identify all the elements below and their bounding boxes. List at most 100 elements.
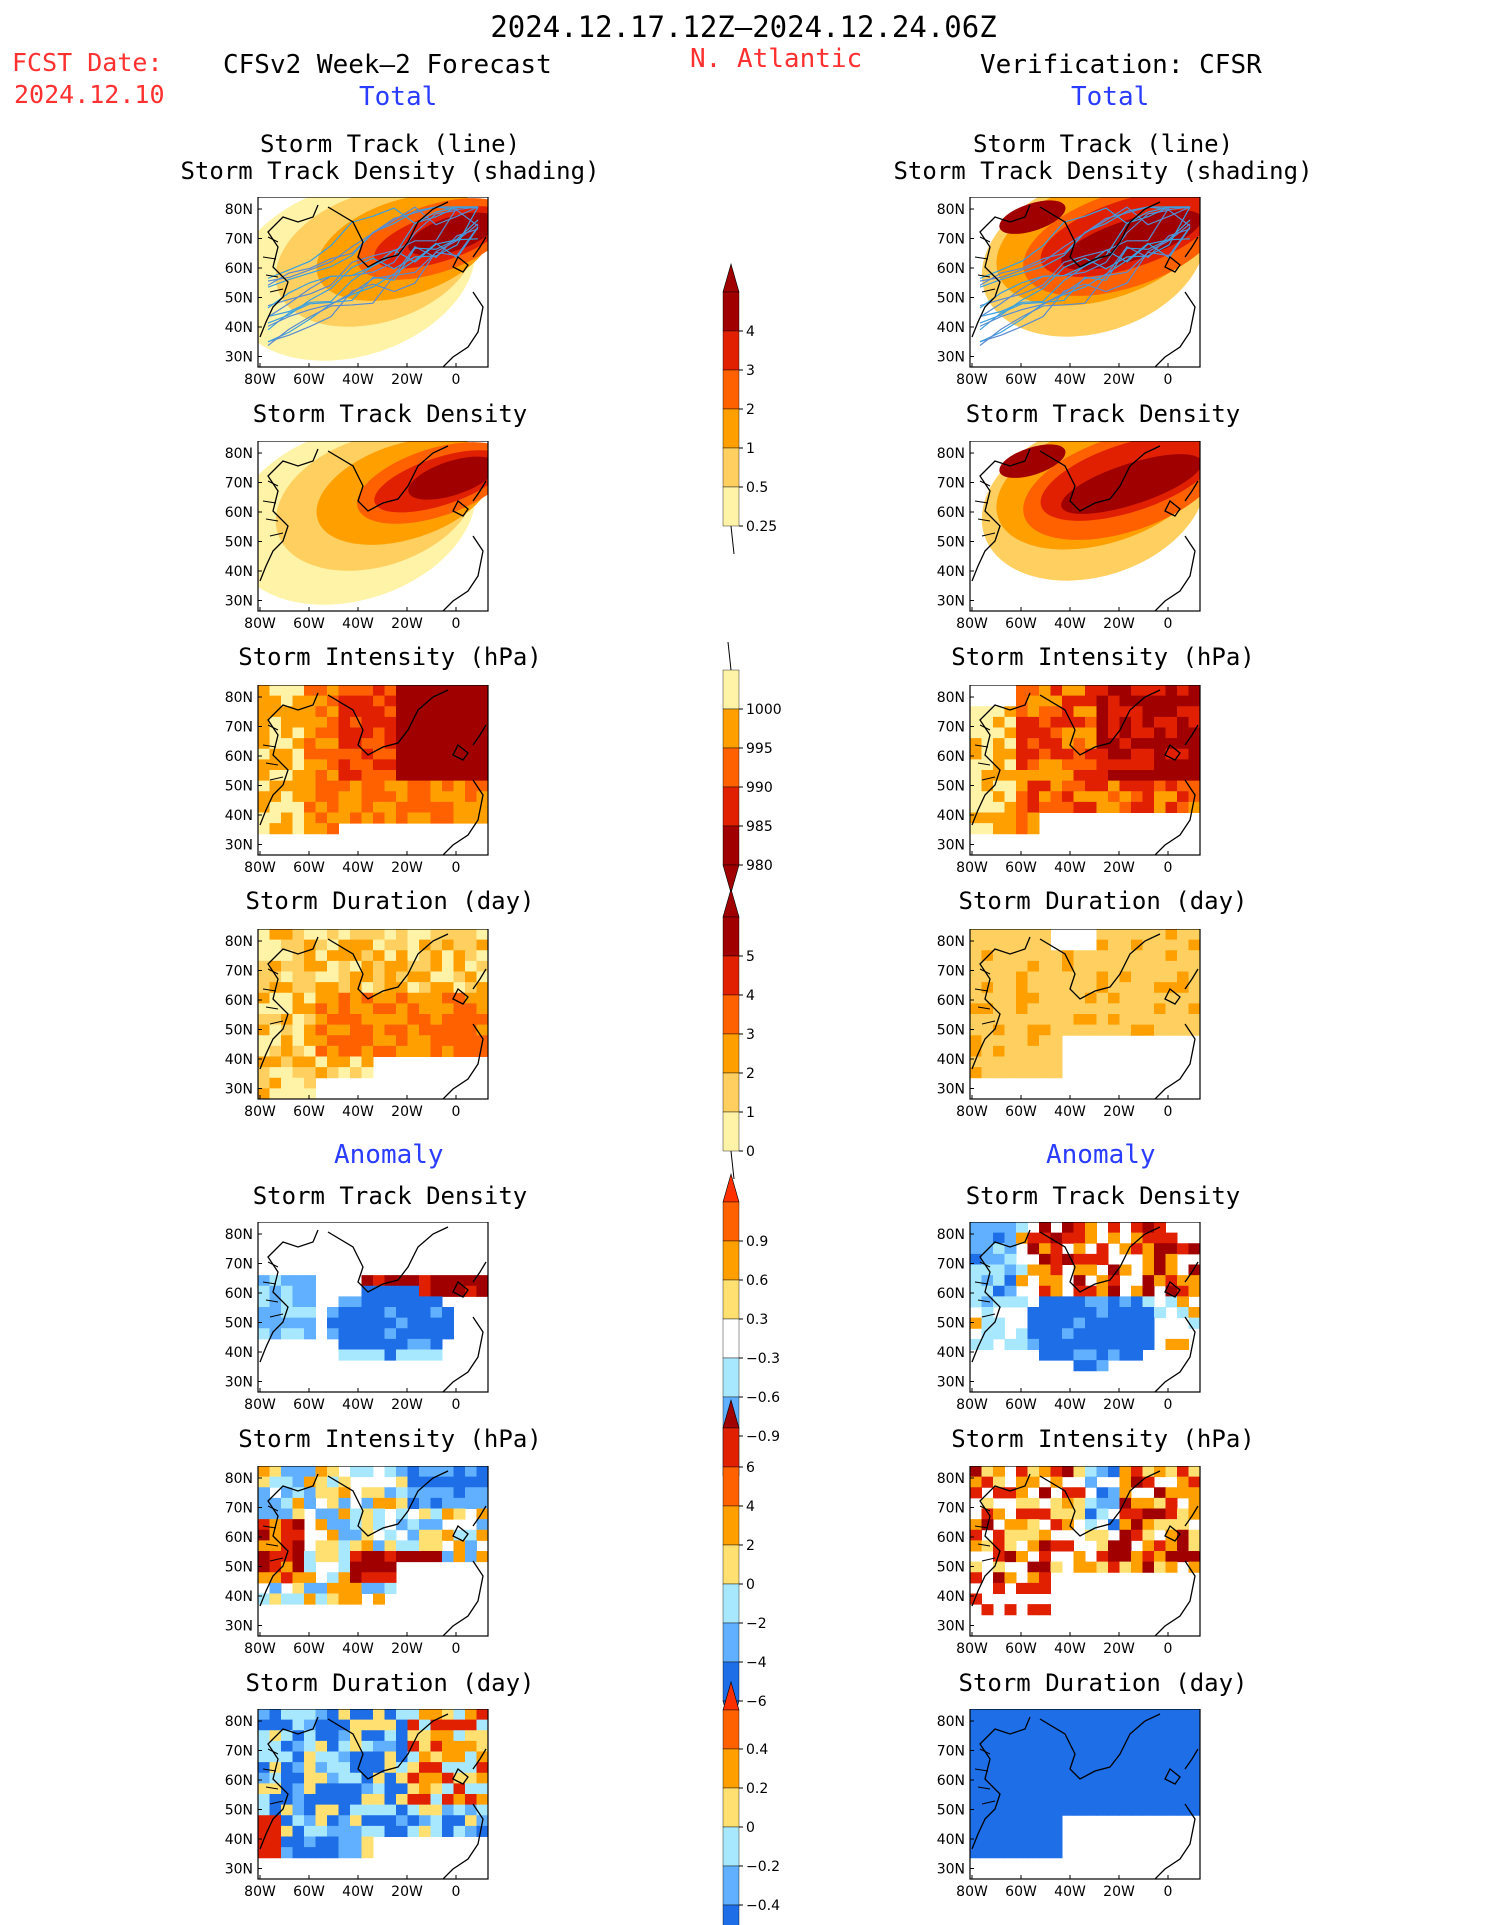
panel-title-anom-intensity-left: Storm Intensity (hPa) [238,1425,542,1453]
shade-blob [999,200,1066,234]
lon-tick-label: 80W [956,372,988,388]
lat-tick-label: 70N [937,964,965,980]
colorbar-swatch [722,1826,740,1867]
lon-tick-label: 60W [1005,860,1037,876]
colorbar-swatch [722,1544,740,1585]
lon-tick-label: 20W [1103,372,1135,388]
colorbar-swatch [722,1583,740,1624]
colorbar-swatch [722,1427,740,1468]
region-label: N. Atlantic [690,44,863,74]
lat-tick-label: 50N [937,1803,965,1819]
colorbar-swatch [722,994,740,1035]
lon-tick-label: 0 [452,616,461,632]
lon-tick-label: 60W [293,372,325,388]
panel-title-density-left: Storm Track Density [252,400,528,428]
lon-tick-label: 60W [293,1104,325,1120]
anomaly-label-right: Anomaly [1046,1140,1156,1170]
lat-tick-label: 60N [937,993,965,1009]
lat-tick-label: 80N [937,934,965,950]
lat-tick-label: 80N [225,1227,253,1243]
storm-track-line [267,209,479,318]
colorbar-swatch [722,1357,740,1398]
storm-track-line [979,206,1191,307]
lat-tick-label: 40N [225,564,253,580]
lat-tick-label: 30N [225,1375,253,1391]
storm-track-line [979,206,1191,324]
lon-tick-label: 80W [956,616,988,632]
lat-tick-label: 60N [937,1530,965,1546]
storm-track-line [267,228,479,327]
storm-track-line [979,206,1190,279]
panel-title-track-shading-right: Storm Track Density (shading) [893,157,1313,185]
lat-tick-label: 70N [225,964,253,980]
lat-tick-label: 50N [225,1803,253,1819]
lon-tick-label: 20W [1103,1104,1135,1120]
lat-tick-label: 40N [937,1832,965,1848]
lon-tick-label: 20W [1103,1641,1135,1657]
lon-tick-label: 0 [1164,616,1173,632]
colorbar-swatch [722,1622,740,1663]
fcst-date-value: 2024.12.10 [14,80,165,109]
colorbar-swatch [722,1072,740,1113]
lon-tick-label: 60W [293,616,325,632]
lat-tick-label: 70N [937,1744,965,1760]
colorbar-swatch [722,955,740,996]
lat-tick-label: 30N [937,594,965,610]
map-panel-intr: 80N 70N 60N 50N 40N 30N 80W 60W 40W 20W 0 [937,685,1201,876]
colorbar-intensity-anom: 6 4 2 0 −2 −4 −6 [722,1398,767,1731]
storm-track-line [979,226,1191,346]
lon-tick-label: 40W [342,372,374,388]
panel-title-anom-duration-right: Storm Duration (day) [958,1669,1248,1697]
lon-tick-label: 60W [293,860,325,876]
lat-tick-label: 50N [225,779,253,795]
lon-tick-label: 40W [1054,860,1086,876]
map-panel-dens2r: 80N 70N 60N 50N 40N 30N 80W 60W 40W 20W 0 [937,441,1201,632]
map-panel-durr: 80N 70N 60N 50N 40N 30N 80W 60W 40W 20W 0 [937,929,1201,1120]
colorbar-swatch [722,1240,740,1281]
storm-track-line [267,206,479,309]
colorbar-label: 995 [746,741,773,757]
lon-tick-label: 40W [342,1641,374,1657]
lat-tick-label: 80N [225,1714,253,1730]
lon-tick-label: 60W [1005,1884,1037,1900]
lon-tick-label: 20W [391,1641,423,1657]
colorbar-label: 0.3 [746,1312,768,1328]
colorbar-label: 1 [746,441,755,457]
lon-tick-label: 0 [452,1641,461,1657]
lon-tick-label: 40W [1054,1884,1086,1900]
lon-tick-label: 80W [956,1104,988,1120]
colorbar-intensity-total: 1000 995 990 985 980 [722,641,782,895]
lat-tick-label: 60N [937,1773,965,1789]
lat-tick-label: 40N [937,1052,965,1068]
colorbar-swatch [722,486,740,527]
colorbar-label: 0 [746,1577,755,1593]
total-label-right: Total [1071,82,1150,112]
lon-tick-label: 40W [342,1884,374,1900]
lat-tick-label: 80N [225,446,253,462]
panel-title-intensity-right: Storm Intensity (hPa) [951,643,1255,671]
storm-track-line [267,227,479,343]
lat-tick-label: 50N [225,291,253,307]
lon-tick-label: 80W [244,616,276,632]
colorbar-label: 2 [746,1066,755,1082]
lon-tick-label: 80W [956,1884,988,1900]
lat-tick-label: 50N [225,1316,253,1332]
shade-blob [1061,454,1200,514]
colorbar-label: −0.3 [746,1351,780,1367]
lon-tick-label: 40W [1054,616,1086,632]
colorbar-label: −2 [746,1616,767,1632]
colorbar-label: 985 [746,819,773,835]
colorbar-swatch [722,1904,740,1925]
shade-blob [408,456,488,500]
lon-tick-label: 60W [1005,1641,1037,1657]
lat-tick-label: 40N [225,1832,253,1848]
map-panel-dens2: 80N 70N 60N 50N 40N 30N 80W 60W 40W 20W 0 [225,441,489,632]
lat-tick-label: 80N [937,446,965,462]
storm-track-line [267,206,478,288]
colorbar-label: 3 [746,1027,755,1043]
lat-tick-label: 50N [937,779,965,795]
colorbar-swatch [722,1709,740,1750]
lat-tick-label: 50N [937,1316,965,1332]
colorbar-label: 0.2 [746,1781,768,1797]
colorbar-swatch [722,708,740,749]
